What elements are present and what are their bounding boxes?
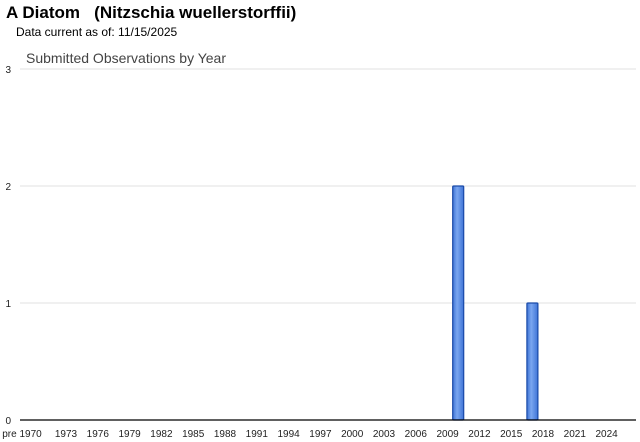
x-tick-label: 1973 bbox=[55, 429, 78, 440]
y-tick-label: 3 bbox=[5, 65, 11, 76]
y-tick-label: 1 bbox=[5, 299, 11, 310]
x-tick-label: 2003 bbox=[373, 429, 396, 440]
chart-title: Submitted Observations by Year bbox=[26, 50, 226, 66]
x-tick-label: 1982 bbox=[150, 429, 173, 440]
bar-2010 bbox=[452, 185, 465, 421]
y-tick-label: 0 bbox=[5, 416, 11, 427]
x-tick-label: 1997 bbox=[309, 429, 332, 440]
x-tick-label: 1994 bbox=[277, 429, 300, 440]
data-date: Data current as of: 11/15/2025 bbox=[16, 25, 178, 39]
x-tick-label: 2015 bbox=[500, 429, 523, 440]
x-tick-label: 1976 bbox=[87, 429, 110, 440]
y-tick-label: 2 bbox=[5, 182, 11, 193]
x-tick-label: 1985 bbox=[182, 429, 205, 440]
x-tick-label: 2024 bbox=[595, 429, 618, 440]
page-title: A Diatom (Nitzschia wuellerstorffii) bbox=[6, 3, 297, 22]
x-tick-label: 2000 bbox=[341, 429, 364, 440]
x-tick-label: 1991 bbox=[246, 429, 269, 440]
x-tick-label: 2012 bbox=[468, 429, 491, 440]
x-tick-label: 2018 bbox=[532, 429, 555, 440]
x-tick-label: 2009 bbox=[436, 429, 459, 440]
bar-2017 bbox=[526, 302, 539, 421]
x-tick-label: 2006 bbox=[405, 429, 428, 440]
x-tick-label: pre 1970 bbox=[2, 429, 42, 440]
x-tick-label: 1988 bbox=[214, 429, 237, 440]
x-tick-label: 1979 bbox=[118, 429, 141, 440]
x-tick-label: 2021 bbox=[564, 429, 587, 440]
